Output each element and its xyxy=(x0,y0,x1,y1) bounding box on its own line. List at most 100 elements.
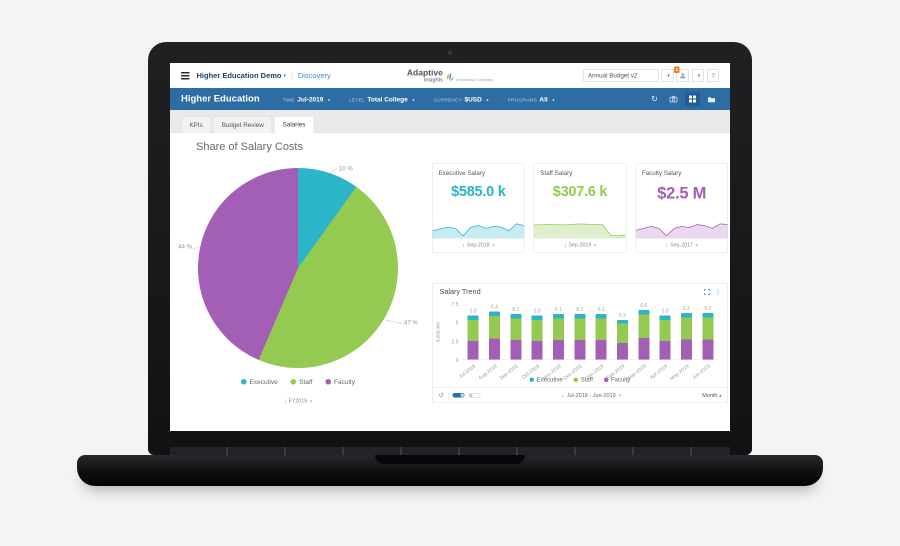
page-title: Share of Salary Costs xyxy=(196,140,303,153)
bar-segment-staff xyxy=(467,319,479,341)
zoom-toggle-off[interactable] xyxy=(468,393,481,398)
logo-text: Adaptive Insights xyxy=(407,68,443,83)
bar-total-label: 5.9 xyxy=(533,308,541,314)
camera-icon[interactable] xyxy=(666,92,681,107)
kebab-menu-icon[interactable]: ⋮ xyxy=(714,288,722,296)
bar-segment-faculty xyxy=(510,340,522,360)
folder-icon[interactable] xyxy=(704,92,719,107)
webcam-dot xyxy=(448,51,452,55)
legend-item-executive[interactable]: Executive xyxy=(529,376,563,383)
legend-label: Faculty xyxy=(610,376,631,383)
user-button[interactable]: 1 xyxy=(674,66,689,82)
kpi-sparkline-staff xyxy=(534,219,626,239)
help-button[interactable]: ? xyxy=(707,69,719,82)
grid-view-icon[interactable] xyxy=(685,91,700,107)
bar-segment-executive xyxy=(510,313,522,319)
bar-segment-staff xyxy=(702,317,714,340)
legend-dot-staff xyxy=(573,377,579,382)
trend-bar-sep-2018[interactable]: 6.1 Sep-2018 xyxy=(499,304,526,381)
caret-down-icon: ▾ xyxy=(697,72,701,79)
down-arrow-icon: ↓ xyxy=(665,242,669,248)
dashboard-content: Share of Salary Costs 10 % 47 % 44 % xyxy=(170,133,730,431)
filter-level[interactable]: LEVEL Total College ▾ xyxy=(349,95,414,103)
bar-segment-faculty xyxy=(531,340,543,360)
kpi-card-title: Faculty Salary xyxy=(641,169,682,177)
kpi-period-control[interactable]: ↓ Sep-2017 ▾ xyxy=(665,239,698,253)
legend-label: Staff xyxy=(580,376,593,383)
kpi-card-faculty-salary: Faculty Salary $2.5 M ↓ Sep-2017 ▾ xyxy=(635,163,728,253)
trend-plot: 5.9 Jul-2018 6.4 Aug-2018 6.1 Sep-2018 5.9 Oct-… xyxy=(458,303,719,382)
filter-programs[interactable]: PROGRAMS All ▾ xyxy=(508,95,555,103)
trend-bar-jul-2018[interactable]: 5.9 Jul-2018 xyxy=(458,304,484,380)
trend-footer: ↺ ↓ Jul-2018 - Jun-2019 ▾ xyxy=(432,387,728,403)
trend-bar-mar-2019[interactable]: 6.6 Mar-2019 xyxy=(627,303,654,381)
version-select-value: Annual Budget v2 xyxy=(588,72,638,79)
discovery-link[interactable]: Discovery xyxy=(297,71,331,80)
kpi-sparkline-faculty xyxy=(635,219,728,239)
y-axis-tick: 7.5 xyxy=(451,302,459,308)
kpi-period-label: Sep-2018 xyxy=(466,242,490,248)
pie-chart[interactable] xyxy=(198,168,398,368)
expand-icon[interactable] xyxy=(704,289,710,295)
down-arrow-icon: ↓ xyxy=(561,392,565,399)
trend-bar-may-2019[interactable]: 6.2 May-2019 xyxy=(669,304,697,382)
refresh-icon[interactable]: ↻ xyxy=(651,95,658,104)
bar-total-label: 6.2 xyxy=(683,306,690,312)
trend-bar-jun-2019[interactable]: 6.2 Jun-2019 xyxy=(691,304,718,381)
section-title: Higher Education xyxy=(181,93,260,105)
hamburger-menu-icon[interactable] xyxy=(181,71,190,80)
tab-budget-review[interactable]: Budget Review xyxy=(213,116,273,133)
pie-period-control[interactable]: ↓ FY2019 ▾ xyxy=(198,398,398,404)
kpi-period-control[interactable]: ↓ Sep-2019 ▾ xyxy=(564,239,597,253)
version-caret-button[interactable]: ▾ xyxy=(661,69,674,82)
filter-label: PROGRAMS xyxy=(507,97,537,103)
tab-salaries[interactable]: Salaries xyxy=(274,116,314,133)
caret-up-icon: ▴ xyxy=(719,393,722,398)
filter-time[interactable]: TIME Jul-2019 ▾ xyxy=(283,95,330,103)
kpi-period-control[interactable]: ↓ Sep-2018 ▾ xyxy=(462,239,495,253)
workspace-menu[interactable]: Higher Education Demo ▾ xyxy=(197,71,287,80)
legend-dot-staff xyxy=(290,379,297,385)
caret-down-icon: ▾ xyxy=(619,393,622,398)
legend-item-faculty[interactable]: Faculty xyxy=(325,378,355,386)
legend-dot-faculty xyxy=(325,379,331,385)
laptop-lid-notch xyxy=(375,455,525,464)
kpi-period-label: Sep-2017 xyxy=(670,242,693,248)
pie-label-staff: 47 % xyxy=(404,319,418,326)
legend-item-executive[interactable]: Executive xyxy=(241,378,278,386)
user-caret-button[interactable]: ▾ xyxy=(692,69,704,82)
laptop-screen-bezel: Higher Education Demo ▾ | Discovery Adap… xyxy=(148,42,752,455)
trend-bar-aug-2018[interactable]: 6.4 Aug-2018 xyxy=(477,304,505,381)
legend-item-staff[interactable]: Staff xyxy=(573,376,593,383)
bar-segment-staff xyxy=(531,319,543,341)
filter-currency[interactable]: CURRENCY $USD ▾ xyxy=(433,95,488,103)
kpi-card-executive-salary: Executive Salary $585.0 k ↓ Sep-2018 ▾ xyxy=(432,163,525,253)
trend-bar-dec-2018[interactable]: 6.1 Dec-2018 xyxy=(563,304,590,381)
kpi-card-value: $307.6 k xyxy=(552,183,608,200)
divider xyxy=(447,391,449,399)
user-icon xyxy=(680,72,686,79)
adaptive-leaf-icon xyxy=(446,72,454,81)
history-icon[interactable]: ↺ xyxy=(438,391,444,399)
zoom-toggle-on[interactable] xyxy=(452,393,465,398)
bar-total-label: 5.9 xyxy=(661,308,669,314)
trend-bar-feb-2019[interactable]: 5.3 Feb-2019 xyxy=(606,304,633,381)
bar-segment-executive xyxy=(659,315,671,320)
tab-kpis[interactable]: KPIs xyxy=(181,116,212,133)
bar-segment-executive xyxy=(638,310,650,315)
bar-segment-executive xyxy=(467,315,479,320)
trend-period-control[interactable]: ↓ Jul-2018 - Jun-2019 ▾ xyxy=(480,392,702,398)
trend-bar-nov-2018[interactable]: 6.1 Nov-2018 xyxy=(541,304,569,381)
bar-segment-faculty xyxy=(574,340,586,360)
legend-item-faculty[interactable]: Faculty xyxy=(603,376,631,383)
legend-item-staff[interactable]: Staff xyxy=(290,378,312,386)
tab-label: Salaries xyxy=(282,121,306,128)
trend-bar-apr-2019[interactable]: 5.9 Apr-2019 xyxy=(649,304,676,380)
bar-segment-faculty xyxy=(680,339,692,360)
bar-total-label: 6.4 xyxy=(491,304,498,311)
trend-bar-oct-2018[interactable]: 5.9 Oct-2018 xyxy=(521,304,548,380)
granularity-control[interactable]: Month ▴ xyxy=(702,392,721,398)
version-select[interactable]: Annual Budget v2 xyxy=(583,69,659,82)
legend-label: Faculty xyxy=(333,378,355,386)
trend-bar-jan-2019[interactable]: 6.1 Jan-2019 xyxy=(585,304,612,381)
